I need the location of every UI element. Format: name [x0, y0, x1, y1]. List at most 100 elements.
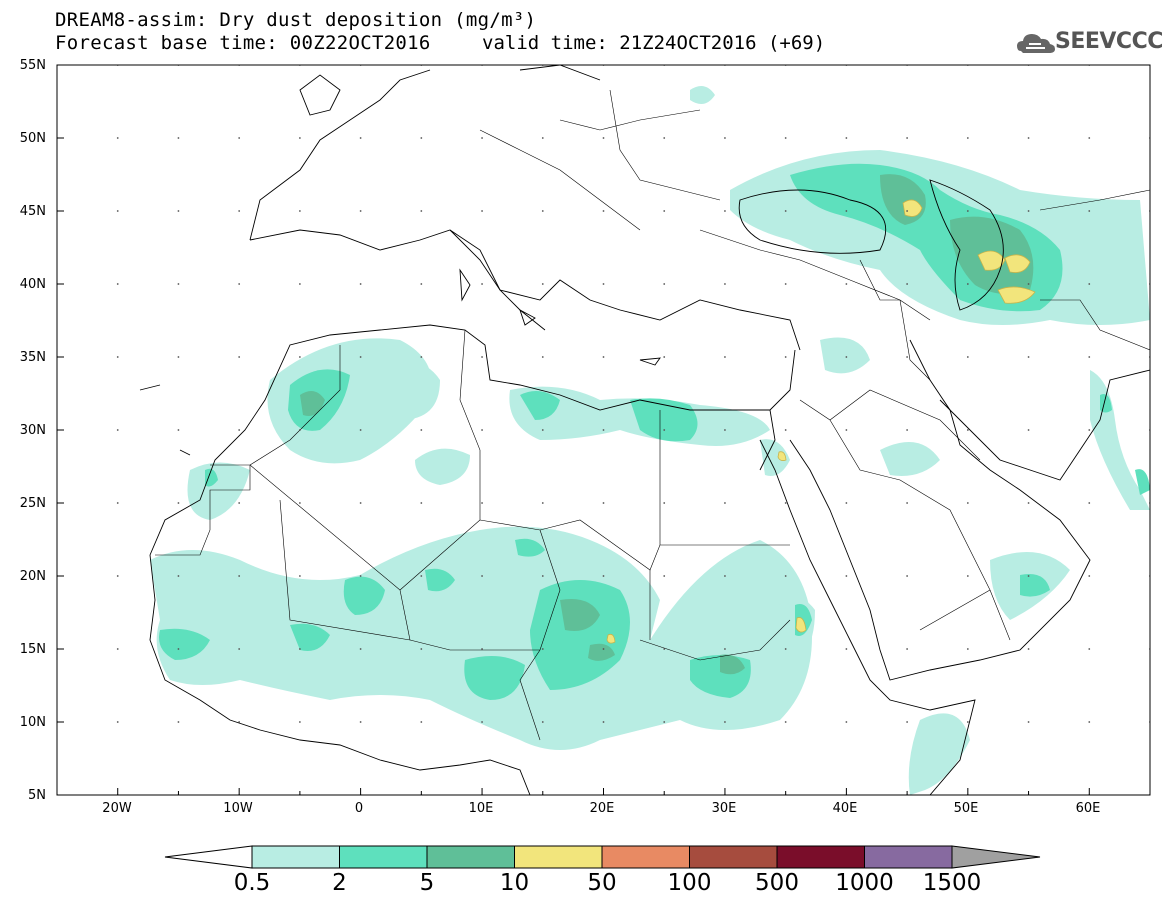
grid-dot	[481, 137, 483, 139]
grid-dot	[966, 283, 969, 285]
grid-dot	[906, 429, 909, 431]
grid-dot	[845, 210, 848, 212]
grid-dot	[359, 648, 362, 650]
grid-dot	[906, 575, 909, 577]
grid-dot	[298, 356, 301, 358]
grid-dot	[1088, 721, 1091, 723]
colorbar-segment	[601, 845, 690, 869]
grid-dot	[359, 283, 362, 285]
grid-dot	[602, 283, 605, 285]
colorbar-label: 5	[419, 870, 435, 896]
grid-dot	[724, 721, 726, 723]
lon-label: 60E	[1075, 801, 1101, 816]
grid-dot	[1088, 575, 1091, 577]
grid-dot	[359, 502, 362, 504]
grid-dot	[1027, 721, 1030, 723]
grid-dot	[966, 210, 969, 212]
grid-dot	[1088, 648, 1091, 650]
grid-dot	[238, 137, 241, 139]
grid-dot	[906, 283, 909, 285]
colorbar-segment	[864, 845, 953, 869]
colorbar-segment	[251, 845, 340, 869]
grid-dot	[1027, 429, 1030, 431]
valid-time: valid time: 21Z24OCT2016 (+69)	[482, 32, 826, 54]
grid-dot	[359, 356, 362, 358]
colorbar-under-triangle	[164, 845, 253, 869]
grid-dot	[541, 575, 544, 577]
coastlines	[139, 65, 1150, 795]
grid-dot	[663, 648, 666, 650]
grid-dot	[116, 575, 119, 577]
grid-dot	[420, 283, 423, 285]
grid-dot	[481, 356, 483, 358]
grid-dot	[845, 721, 848, 723]
colorbar-label: 10	[499, 870, 530, 896]
grid-dot	[481, 429, 483, 431]
grid-dot	[481, 648, 483, 650]
grid-dot	[1027, 137, 1030, 139]
grid-dot	[845, 502, 848, 504]
lon-label: 40E	[832, 801, 858, 816]
forecast-base-time: Forecast base time: 00Z22OCT2016	[55, 32, 431, 54]
lat-label: 20N	[19, 569, 46, 584]
colorbar-label: 1500	[922, 870, 982, 896]
grid-dot	[481, 575, 483, 577]
grid-dot	[906, 137, 909, 139]
grid-dot	[481, 210, 483, 212]
grid-dot	[359, 429, 362, 431]
grid-dot	[238, 502, 241, 504]
grid-dot	[298, 721, 301, 723]
lat-label: 55N	[19, 58, 46, 73]
lat-label: 15N	[19, 642, 46, 657]
grid-dot	[116, 283, 119, 285]
grid-dot	[177, 137, 180, 139]
lon-label: 0	[354, 801, 364, 816]
lat-label: 40N	[19, 277, 46, 292]
grid-dot	[1088, 137, 1091, 139]
grid-dot	[966, 575, 969, 577]
map-title: DREAM8-assim: Dry dust deposition (mg/m³…	[55, 9, 537, 31]
grid-dot	[663, 356, 666, 358]
grid-dot	[966, 502, 969, 504]
grid-dot	[116, 721, 119, 723]
grid-dot	[116, 137, 119, 139]
grid-dot	[663, 210, 666, 212]
logo-text: SEEVCCC	[1055, 29, 1163, 54]
grid-dot	[481, 721, 483, 723]
grid-dot	[298, 502, 301, 504]
grid-dot	[541, 648, 544, 650]
grid-dot	[420, 575, 423, 577]
grid-dot	[359, 721, 362, 723]
grid-dot	[1088, 356, 1091, 358]
grid-dot	[602, 648, 605, 650]
grid-dot	[541, 429, 544, 431]
grid-dot	[724, 356, 726, 358]
grid-dot	[1027, 575, 1030, 577]
grid-dot	[784, 137, 787, 139]
colorbar-segment	[776, 845, 865, 869]
grid-dot	[784, 356, 787, 358]
grid-dot	[238, 210, 241, 212]
grid-dot	[177, 502, 180, 504]
grid-dot	[177, 210, 180, 212]
grid-dot	[1027, 502, 1030, 504]
grid-dot	[541, 210, 544, 212]
grid-dot	[784, 210, 787, 212]
grid-dot	[602, 575, 605, 577]
grid-dot	[1027, 648, 1030, 650]
colorbar-segment	[426, 845, 515, 869]
grid-dot	[116, 356, 119, 358]
grid-dot	[298, 575, 301, 577]
colorbar-over-triangle	[951, 845, 1041, 869]
grid-dot	[906, 502, 909, 504]
grid-dot	[724, 137, 726, 139]
grid-dot	[966, 648, 969, 650]
grid-dot	[784, 575, 787, 577]
grid-dot	[1027, 356, 1030, 358]
lon-label: 20W	[102, 801, 132, 816]
grid-dot	[1027, 210, 1030, 212]
grid-dot	[298, 648, 301, 650]
grid-dot	[966, 429, 969, 431]
